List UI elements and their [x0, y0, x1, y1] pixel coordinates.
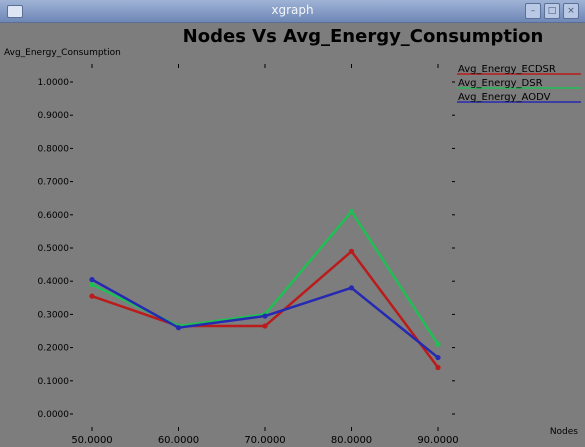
- close-icon[interactable]: ×: [563, 3, 579, 19]
- y-tick-label: 0.9000: [38, 111, 70, 121]
- minimize-icon[interactable]: –: [525, 3, 541, 19]
- window-title: xgraph: [271, 3, 314, 17]
- x-tick-label: 70.0000: [244, 435, 285, 446]
- data-point: [262, 323, 268, 329]
- y-tick-label: 0.0000: [38, 410, 70, 420]
- data-point: [435, 341, 441, 347]
- window-menu-icon[interactable]: [7, 5, 23, 18]
- y-tick-label: 0.6000: [38, 211, 70, 221]
- x-tick-label: 90.0000: [417, 435, 458, 446]
- y-axis-label: Avg_Energy_Consumption: [4, 48, 121, 58]
- data-point: [89, 293, 95, 299]
- x-axis-label: Nodes: [550, 427, 578, 437]
- y-tick-label: 0.1000: [38, 377, 70, 387]
- data-point: [348, 285, 355, 291]
- x-tick-label: 60.0000: [158, 435, 199, 446]
- chart-title: Nodes Vs Avg_Energy_Consumption: [183, 26, 544, 47]
- data-point: [435, 364, 441, 371]
- maximize-icon[interactable]: □: [544, 3, 560, 19]
- y-tick-label: 0.4000: [38, 277, 70, 287]
- y-tick-label: 0.5000: [38, 244, 70, 254]
- x-tick-label: 50.0000: [71, 435, 112, 446]
- data-point: [89, 281, 95, 288]
- x-axis: 50.0000 60.0000 70.0000 80.0000 90.0000: [71, 64, 459, 446]
- plot-lines: [89, 208, 441, 371]
- legend-label: Avg_Energy_DSR: [458, 78, 543, 89]
- y-tick-label: 0.8000: [38, 144, 70, 154]
- data-point: [348, 208, 355, 215]
- y-tick-label: 0.3000: [38, 310, 70, 320]
- legend-label: Avg_Energy_AODV: [458, 92, 551, 103]
- data-point: [262, 313, 268, 319]
- legend: Avg_Energy_ECDSR Avg_Energy_DSR Avg_Energy…: [457, 64, 581, 103]
- y-tick-label: 0.7000: [38, 178, 70, 188]
- x-tick-label: 80.0000: [331, 435, 372, 446]
- y-axis: 0.0000 0.1000 0.2000 0.3000 0.4000 0.5000 0.60…: [38, 78, 455, 420]
- title-bar[interactable]: xgraph – □ ×: [0, 0, 585, 23]
- y-tick-label: 1.0000: [38, 78, 70, 88]
- y-tick-label: 0.2000: [38, 344, 70, 354]
- data-point: [435, 354, 441, 361]
- data-point: [175, 325, 182, 331]
- data-point: [89, 276, 95, 283]
- data-point: [348, 248, 355, 254]
- legend-label: Avg_Energy_ECDSR: [458, 64, 556, 75]
